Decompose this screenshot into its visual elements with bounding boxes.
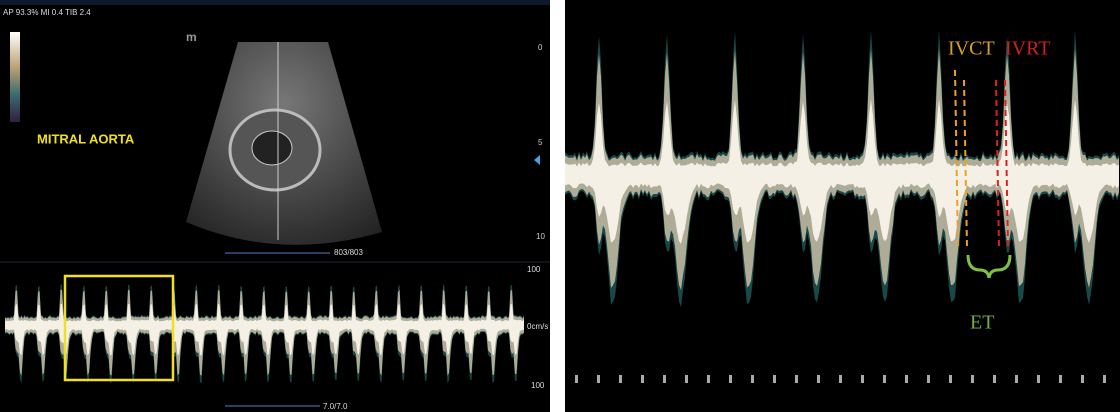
velocity-bottom: 100	[531, 381, 545, 390]
body: AP 93.3% MI 0.4 TIB 2.4 m MITRAL AORTA 0…	[0, 0, 1120, 412]
header: AP 93.3% MI 0.4 TIB 2.4	[3, 8, 91, 17]
velocity-baseline: 0cm/s	[527, 322, 548, 331]
time-tick	[597, 375, 600, 383]
time-tick	[971, 375, 974, 383]
time-tick	[817, 375, 820, 383]
gray-bar	[10, 32, 20, 122]
scene: AP 93.3% MI 0.4 TIB 2.4 m MITRAL AORTA 0…	[0, 0, 1120, 412]
top-bar	[0, 0, 550, 5]
et-label: ET	[970, 312, 994, 334]
time-tick	[905, 375, 908, 383]
depth-label: 0	[538, 43, 543, 52]
time-tick	[795, 375, 798, 383]
chamber	[252, 131, 292, 165]
logo: m	[186, 30, 197, 44]
velocity-top: 100	[527, 265, 541, 274]
time-tick	[1015, 375, 1018, 383]
time-tick	[707, 375, 710, 383]
time-tick	[1059, 375, 1062, 383]
time-tick	[575, 375, 578, 383]
depth-label: 5	[538, 138, 543, 147]
sweep-counter: 7.0/7.0	[323, 402, 348, 411]
time-tick	[1081, 375, 1084, 383]
time-tick	[729, 375, 732, 383]
page: Fetal cardiac Doppler {"left_panel": {"h…	[0, 0, 1120, 412]
time-tick	[927, 375, 930, 383]
ivct-label: IVCT	[948, 38, 995, 60]
time-tick	[1037, 375, 1040, 383]
time-tick	[839, 375, 842, 383]
time-tick	[685, 375, 688, 383]
time-tick	[861, 375, 864, 383]
time-tick	[1103, 375, 1106, 383]
time-tick	[949, 375, 952, 383]
frame-counter: 803/803	[334, 248, 363, 257]
mode-label: MITRAL AORTA	[37, 131, 135, 146]
time-tick	[751, 375, 754, 383]
time-tick	[773, 375, 776, 383]
time-tick	[663, 375, 666, 383]
time-tick	[641, 375, 644, 383]
time-tick	[619, 375, 622, 383]
ivrt-label: IVRT	[1005, 38, 1050, 60]
time-tick	[883, 375, 886, 383]
time-tick	[993, 375, 996, 383]
depth-label: 10	[536, 232, 545, 241]
right-panel	[565, 0, 1120, 412]
